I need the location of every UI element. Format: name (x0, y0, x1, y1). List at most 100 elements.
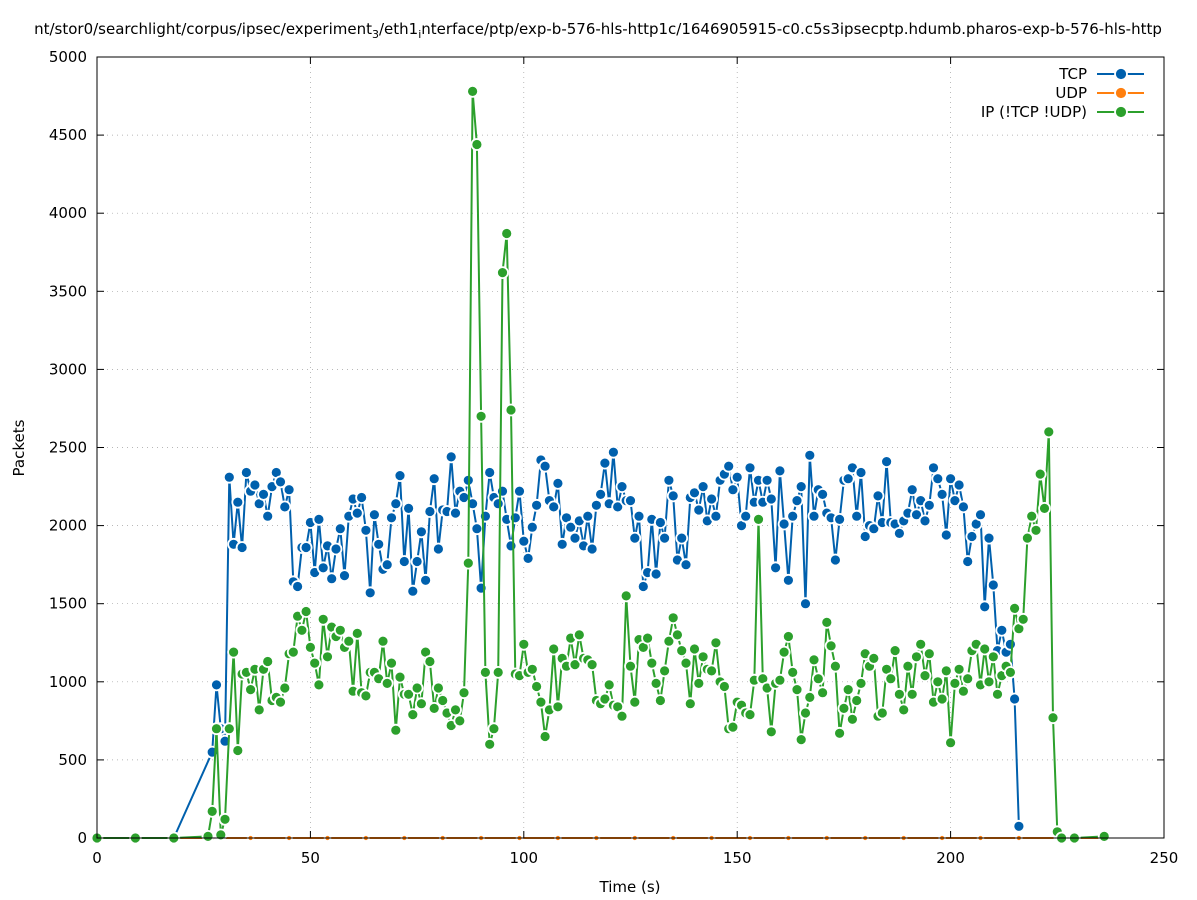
data-point-tcp (794, 480, 808, 494)
data-point-tcp (615, 480, 629, 494)
data-point-tcp (858, 530, 872, 543)
data-point-ip-tcp-udp (888, 644, 902, 657)
chart-title: nt/stor0/searchlight/corpus/ipsec/experi… (34, 20, 1162, 41)
data-point-ip-tcp-udp (982, 675, 996, 689)
x-tick-label: 250 (1150, 849, 1179, 867)
data-point-ip-tcp-udp (841, 683, 855, 696)
data-point-ip-tcp-udp (491, 666, 505, 679)
data-point-tcp (722, 459, 736, 473)
data-point-tcp (594, 487, 607, 501)
data-point-tcp (662, 473, 676, 487)
y-tick-label: 4500 (49, 126, 87, 144)
legend-item-tcp: TCP (1058, 65, 1144, 83)
data-point-ip-tcp-udp (935, 692, 949, 706)
data-point-ip-tcp-udp (585, 658, 599, 671)
data-point-ip-tcp-udp (978, 642, 992, 656)
data-point-ip-tcp-udp (671, 628, 684, 642)
data-point-tcp (449, 506, 462, 520)
x-tick-label: 100 (509, 849, 538, 867)
data-point-ip-tcp-udp (453, 714, 467, 728)
data-point-tcp (333, 522, 347, 536)
data-point-ip-tcp-udp (431, 681, 445, 695)
data-point-ip-tcp-udp (666, 611, 680, 625)
data-point-tcp (530, 498, 543, 512)
data-point-tcp (491, 497, 505, 511)
data-point-tcp (555, 537, 569, 551)
data-point-tcp (397, 555, 411, 568)
data-point-ip-tcp-udp (423, 655, 437, 668)
data-point-ip-tcp-udp (619, 589, 633, 603)
data-point-ip-tcp-udp (1025, 509, 1039, 523)
y-tick-label: 1500 (49, 595, 87, 613)
data-point-tcp (931, 472, 945, 486)
data-point-ip-tcp-udp (1046, 711, 1060, 725)
data-point-tcp (905, 483, 919, 497)
data-point-tcp (282, 483, 296, 497)
data-point-ip-tcp-udp (850, 694, 864, 707)
data-point-tcp (760, 473, 774, 487)
data-point-ip-tcp-udp (683, 697, 697, 711)
x-tick-label: 200 (936, 849, 965, 867)
data-point-ip-tcp-udp (483, 737, 497, 751)
data-point-tcp (952, 478, 966, 492)
data-point-ip-tcp-udp (807, 653, 821, 667)
data-point-ip-tcp-udp (1038, 501, 1051, 515)
x-tick-label: 50 (301, 849, 320, 867)
data-point-tcp (696, 480, 710, 494)
data-point-tcp (777, 517, 791, 531)
data-point-ip-tcp-udp (654, 694, 667, 707)
data-point-ip-tcp-udp (295, 623, 309, 637)
data-point-tcp (632, 509, 646, 523)
legend-label: TCP (1058, 65, 1087, 83)
data-point-tcp (939, 528, 953, 542)
data-point-ip-tcp-udp (278, 681, 292, 695)
data-point-tcp (393, 469, 407, 483)
data-point-ip-tcp-udp (427, 702, 441, 715)
data-point-ip-tcp-udp (944, 736, 957, 750)
data-point-tcp (325, 572, 339, 586)
y-tick-label: 0 (77, 829, 87, 847)
data-point-ip-tcp-udp (449, 703, 462, 717)
data-point-ip-tcp-udp (628, 695, 642, 709)
data-point-tcp (790, 494, 804, 508)
data-point-ip-tcp-udp (790, 683, 804, 696)
data-point-ip-tcp-udp (316, 612, 330, 626)
data-point-ip-tcp-udp (914, 637, 928, 651)
data-point-ip-tcp-udp (504, 403, 518, 417)
data-point-ip-tcp-udp (752, 513, 765, 526)
data-point-tcp (705, 492, 718, 506)
data-point-tcp (312, 513, 326, 526)
data-point-ip-tcp-udp (816, 686, 829, 700)
data-point-ip-tcp-udp (743, 708, 757, 721)
data-point-tcp (585, 542, 599, 556)
data-point-tcp (338, 569, 351, 582)
data-point-ip-tcp-udp (726, 720, 740, 734)
data-point-tcp (841, 472, 855, 486)
data-point-ip-tcp-udp (931, 675, 945, 689)
data-point-ip-tcp-udp (910, 650, 923, 664)
data-point-tcp (833, 513, 846, 526)
data-point-tcp (568, 531, 582, 545)
data-point-ip-tcp-udp (1097, 830, 1111, 843)
data-point-tcp (274, 475, 287, 489)
data-point-tcp (504, 539, 518, 553)
data-point-ip-tcp-udp (884, 672, 898, 686)
data-point-tcp (1004, 637, 1017, 651)
series-ip-tcp-udp (90, 85, 1111, 845)
data-point-ip-tcp-udp (961, 672, 975, 686)
data-point-ip-tcp-udp (222, 722, 236, 736)
y-tick-label: 3500 (49, 282, 87, 300)
data-point-ip-tcp-udp (794, 733, 808, 746)
data-point-tcp (423, 505, 437, 518)
data-point-ip-tcp-udp (551, 700, 565, 714)
data-point-ip-tcp-udp (350, 627, 364, 640)
data-point-tcp (444, 450, 458, 464)
data-point-tcp (380, 558, 394, 572)
data-point-ip-tcp-udp (572, 628, 586, 642)
y-tick-label: 2500 (49, 439, 87, 457)
data-point-tcp (414, 525, 428, 539)
data-point-ip-tcp-udp (261, 655, 275, 668)
data-point-ip-tcp-udp (820, 616, 834, 629)
